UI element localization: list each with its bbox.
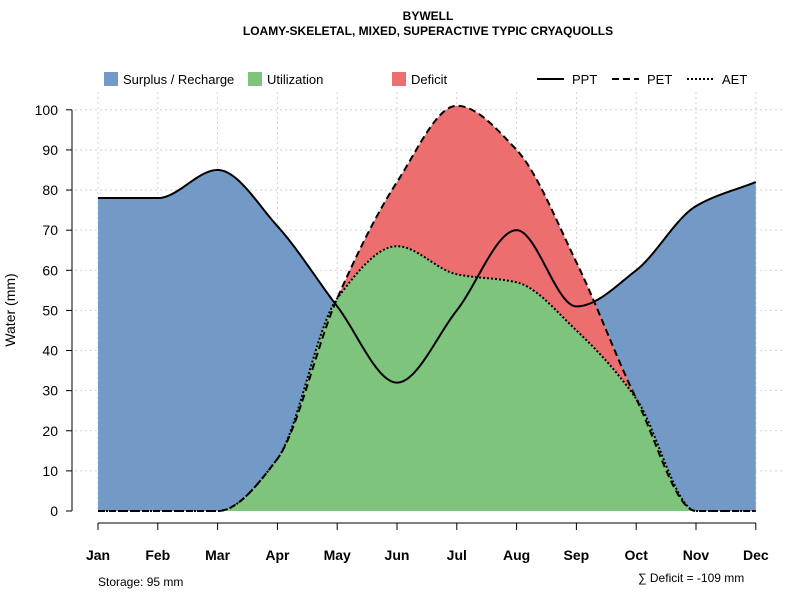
x-tick-label-feb: Feb bbox=[145, 547, 170, 563]
ppt-line bbox=[98, 168, 757, 384]
legend-label-utilization: Utilization bbox=[267, 72, 323, 87]
y-tick-label-70: 70 bbox=[42, 222, 58, 238]
legend-label-deficit: Deficit bbox=[411, 72, 448, 87]
y-tick-label-90: 90 bbox=[42, 142, 58, 158]
legend-label-surplus-recharge: Surplus / Recharge bbox=[123, 72, 234, 87]
legend-label-aet: AET bbox=[722, 72, 747, 87]
legend-swatch-deficit bbox=[392, 72, 406, 86]
y-axis-label: Water (mm) bbox=[2, 273, 18, 346]
legend-label-pet: PET bbox=[647, 72, 672, 87]
x-tick-label-jun: Jun bbox=[385, 547, 410, 563]
x-tick-label-sep: Sep bbox=[564, 547, 590, 563]
x-tick-label-jul: Jul bbox=[447, 547, 467, 563]
y-tick-label-40: 40 bbox=[42, 343, 58, 359]
y-tick-label-50: 50 bbox=[42, 302, 58, 318]
x-tick-label-oct: Oct bbox=[625, 547, 649, 563]
legend: Surplus / Recharge Utilization Deficit PPT P… bbox=[104, 72, 747, 87]
y-tick-label-60: 60 bbox=[42, 262, 58, 278]
legend-swatch-surplus-recharge bbox=[104, 72, 118, 86]
storage-annotation: Storage: 95 mm bbox=[98, 575, 183, 589]
y-tick-label-20: 20 bbox=[42, 423, 58, 439]
chart-subtitle: LOAMY-SKELETAL, MIXED, SUPERACTIVE TYPIC… bbox=[243, 24, 613, 38]
legend-swatch-utilization bbox=[248, 72, 262, 86]
y-tick-label-30: 30 bbox=[42, 383, 58, 399]
y-tick-label-100: 100 bbox=[35, 102, 59, 118]
x-tick-label-may: May bbox=[324, 547, 351, 563]
deficit-area bbox=[98, 105, 756, 511]
utilization-area bbox=[98, 246, 756, 511]
x-tick-label-apr: Apr bbox=[265, 547, 290, 563]
x-tick-label-dec: Dec bbox=[743, 547, 769, 563]
x-tick-label-nov: Nov bbox=[683, 547, 710, 563]
x-tick-label-jan: Jan bbox=[86, 547, 110, 563]
plot-areas bbox=[98, 105, 756, 511]
aet-line bbox=[98, 245, 756, 512]
series-lines bbox=[98, 104, 757, 512]
y-tick-label-80: 80 bbox=[42, 182, 58, 198]
surplus-area bbox=[98, 105, 756, 511]
y-tick-label-10: 10 bbox=[42, 463, 58, 479]
x-tick-label-aug: Aug bbox=[503, 547, 530, 563]
chart-title: BYWELL bbox=[403, 9, 454, 23]
y-tick-label-0: 0 bbox=[50, 503, 58, 519]
legend-label-ppt: PPT bbox=[572, 72, 597, 87]
axes: 0 10 20 30 40 50 60 70 80 90 100 Jan Feb Mar Apr May Jun… bbox=[2, 102, 769, 563]
x-tick-label-mar: Mar bbox=[205, 547, 230, 563]
pet-line bbox=[98, 104, 756, 512]
deficit-annotation: ∑ Deficit = -109 mm bbox=[638, 571, 744, 585]
